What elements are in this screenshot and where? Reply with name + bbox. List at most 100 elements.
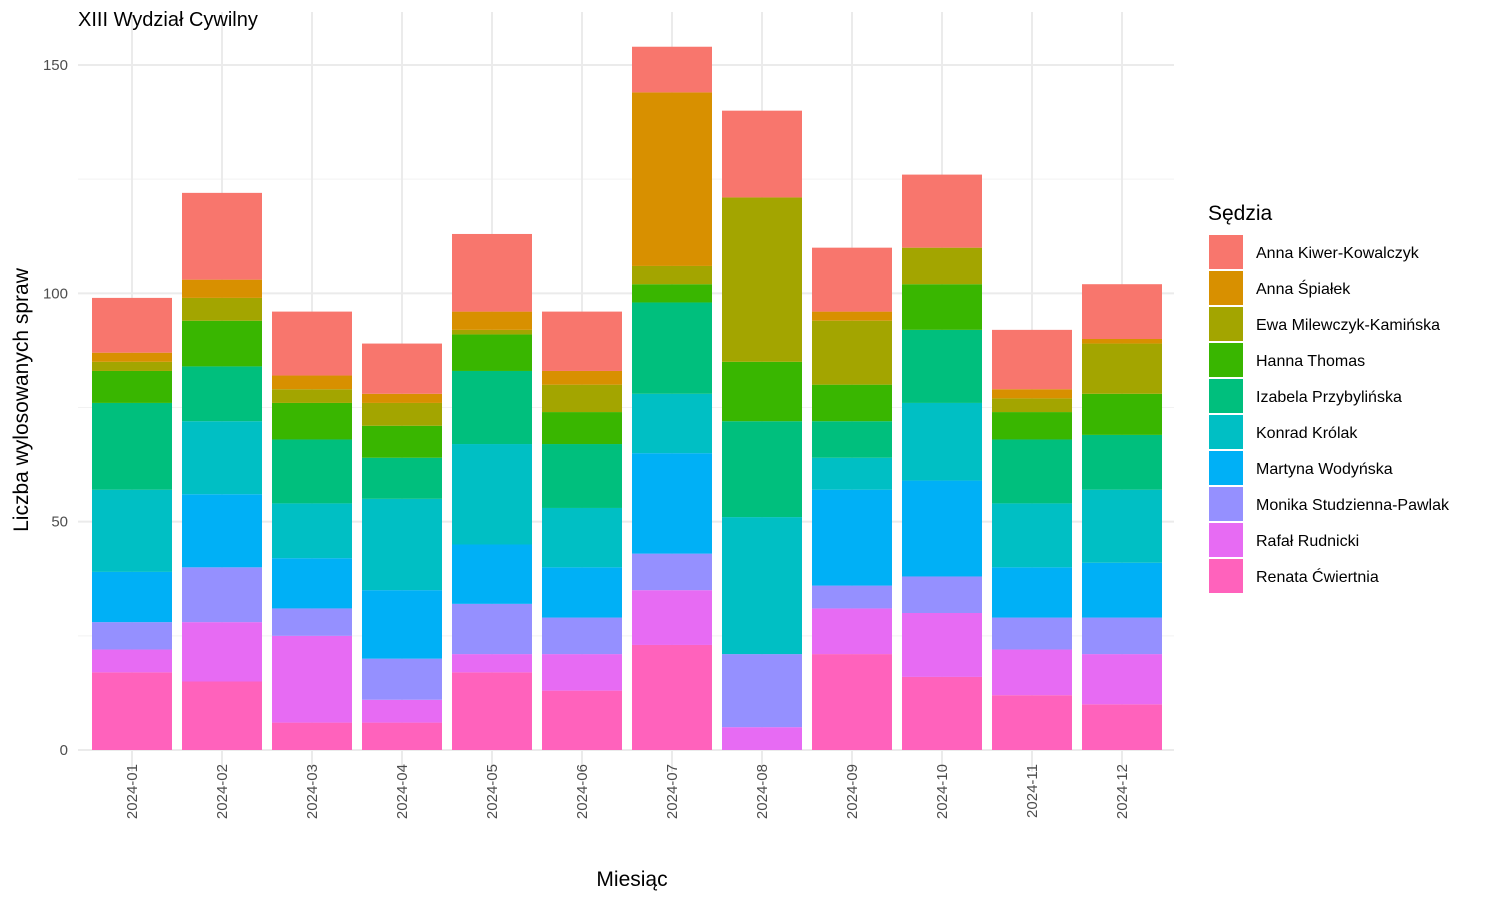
bar-segment [542,690,622,750]
bar-segment [92,649,172,673]
bar-segment [542,444,622,508]
x-tick-label: 2024-09 [844,764,861,819]
bar-segment [722,517,802,655]
bar-segment [272,375,352,390]
bar-segment [992,389,1072,399]
bar-segment [362,393,442,403]
bar-segment [722,654,802,728]
bar-segment [452,672,532,750]
bar-segment [902,402,982,481]
bar-segment [632,302,712,394]
bar-segment [902,480,982,577]
x-tick-label: 2024-06 [574,764,591,819]
bar-segment [542,370,622,385]
y-tick-label: 100 [43,285,68,302]
bar-segment [902,284,982,330]
bar-segment [632,453,712,554]
bar-segment [542,617,622,655]
bar-segment [92,622,172,650]
bar-segment [812,608,892,655]
bar-segment [362,343,442,394]
legend-label: Anna Kiwer-Kowalczyk [1256,245,1420,262]
bar-segment [362,425,442,458]
bar-segment [362,699,442,723]
legend-label: Konrad Królak [1256,425,1358,442]
bar-segment [632,644,712,750]
bar-segment [452,654,532,673]
legend-swatch [1209,343,1243,377]
bar-segment [452,329,532,335]
bar-segment [92,571,172,623]
bar-segment [272,635,352,723]
bar-segment [632,92,712,266]
bar-segment [812,320,892,385]
bars [92,46,1162,750]
y-tick-label: 50 [51,514,68,531]
bar-segment [812,457,892,490]
bar-segment [182,494,262,568]
legend-label: Rafał Rudnicki [1256,533,1359,550]
bar-segment [542,507,622,568]
bar-segment [272,389,352,403]
bar-segment [902,613,982,677]
legend-swatch [1209,487,1243,521]
bar-segment [182,421,262,495]
legend-swatch [1209,559,1243,593]
bar-segment [992,329,1072,390]
bar-segment [542,412,622,445]
bar-segment [272,608,352,636]
bar-segment [992,567,1072,618]
bar-segment [722,727,802,750]
legend-label: Anna Śpiałek [1256,279,1351,298]
bar-segment [272,558,352,609]
legend-swatch [1209,415,1243,449]
x-tick-label: 2024-03 [304,764,321,819]
bar-segment [902,174,982,248]
legend-label: Renata Ćwiertnia [1256,567,1379,586]
bar-segment [92,672,172,750]
bar-segment [182,320,262,367]
bar-segment [182,622,262,682]
bar-segment [632,265,712,285]
bar-segment [92,361,172,371]
x-tick-label: 2024-02 [214,764,231,819]
bar-segment [452,334,532,371]
bar-segment [632,393,712,454]
bar-segment [452,370,532,445]
bar-segment [92,370,172,403]
bar-segment [452,311,532,330]
bar-segment [812,384,892,422]
bar-segment [632,590,712,645]
chart-title: XIII Wydział Cywilny [78,9,258,31]
bar-segment [1082,704,1162,750]
bar-segment [992,412,1072,440]
bar-segment [182,192,262,280]
legend-label: Monika Studzienna-Pawlak [1256,497,1450,514]
bar-segment [272,503,352,559]
bar-segment [902,576,982,613]
y-axis-title: Liczba wylosowanych spraw [10,267,33,532]
bar-segment [632,46,712,93]
bar-segment [362,722,442,750]
legend: Sędzia Anna Kiwer-Kowalczyk Anna Śpiałek E… [1208,202,1450,593]
bar-segment [1082,617,1162,655]
bar-segment [272,402,352,440]
bar-segment [182,366,262,422]
bar-segment [362,658,442,700]
bar-segment [1082,393,1162,435]
bar-segment [1082,434,1162,490]
bar-segment [182,681,262,750]
x-tick-label: 2024-04 [394,764,411,819]
y-tick-label: 150 [43,57,68,74]
x-axis-title: Miesiąc [596,868,667,891]
bar-segment [362,402,442,426]
legend-label: Hanna Thomas [1256,353,1365,370]
bar-segment [1082,343,1162,394]
legend-title: Sędzia [1208,202,1273,225]
bar-segment [1082,284,1162,339]
bar-segment [362,498,442,591]
bar-segment [452,603,532,655]
bar-segment [992,398,1072,413]
bar-segment [542,384,622,413]
